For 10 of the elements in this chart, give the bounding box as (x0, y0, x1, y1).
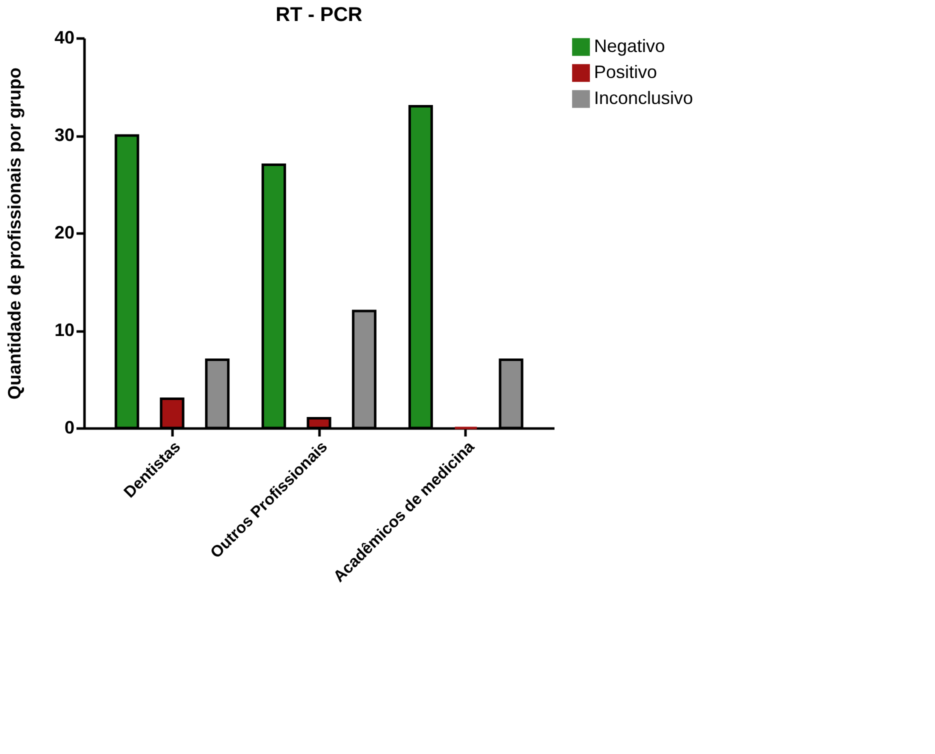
y-tick-label: 30 (54, 125, 74, 145)
y-axis-title: Quantidade de profissionais por grupo (4, 67, 24, 400)
chart-title: RT - PCR (276, 4, 363, 26)
y-tick-label: 10 (54, 320, 74, 340)
legend-label: Positivo (594, 62, 658, 82)
y-tick-label: 20 (54, 222, 74, 242)
legend-label: Negativo (594, 36, 666, 56)
y-tick-label: 40 (54, 28, 74, 48)
y-tick-label: 0 (64, 418, 74, 438)
legend-label: Inconclusivo (594, 88, 694, 108)
